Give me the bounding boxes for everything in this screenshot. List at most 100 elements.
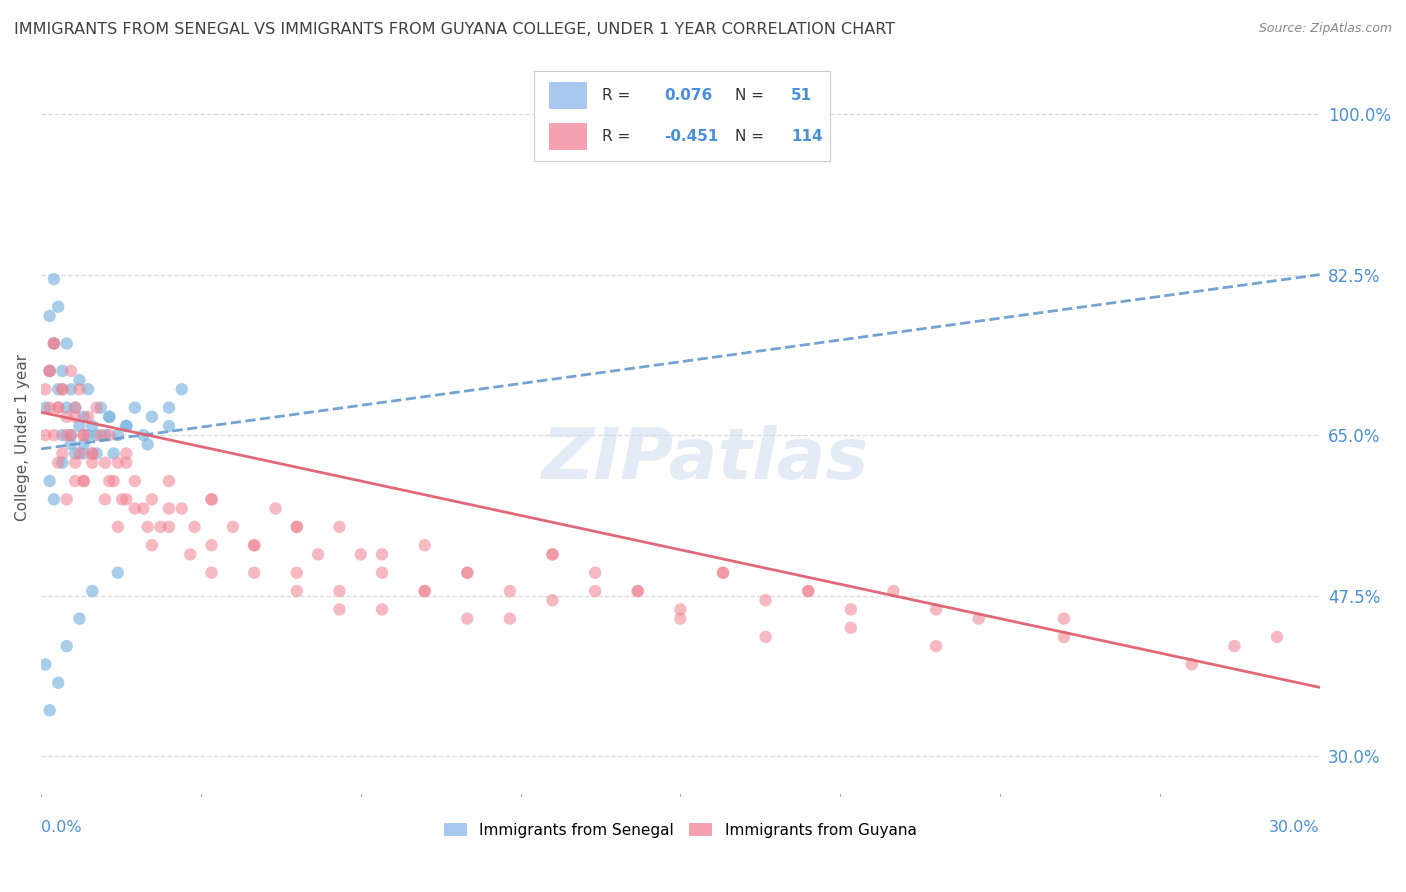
- Point: [69, 419, 91, 434]
- Point: [882, 584, 904, 599]
- Point: [711, 566, 734, 580]
- Text: -0.451: -0.451: [664, 129, 718, 144]
- Point: [55, 409, 77, 424]
- Point: [59, 437, 82, 451]
- Point: [124, 474, 146, 488]
- Point: [82, 456, 104, 470]
- Point: [755, 630, 778, 644]
- Point: [46, 300, 69, 314]
- Point: [63, 409, 86, 424]
- Point: [200, 492, 222, 507]
- Point: [839, 602, 862, 616]
- Point: [38, 401, 60, 415]
- Point: [82, 446, 104, 460]
- Point: [328, 602, 350, 616]
- Point: [73, 428, 96, 442]
- Point: [82, 419, 104, 434]
- Point: [627, 584, 650, 599]
- Point: [243, 538, 266, 552]
- Point: [797, 584, 820, 599]
- Point: [1053, 611, 1076, 625]
- Text: 0.076: 0.076: [664, 88, 713, 103]
- Point: [157, 419, 180, 434]
- Point: [46, 382, 69, 396]
- Point: [755, 593, 778, 607]
- Point: [541, 548, 564, 562]
- Point: [328, 584, 350, 599]
- Text: N =: N =: [735, 129, 769, 144]
- Point: [141, 492, 163, 507]
- Point: [371, 602, 394, 616]
- Point: [46, 456, 69, 470]
- Point: [94, 456, 117, 470]
- Point: [157, 401, 180, 415]
- Point: [59, 428, 82, 442]
- Text: N =: N =: [735, 88, 769, 103]
- Point: [55, 336, 77, 351]
- Text: R =: R =: [602, 88, 636, 103]
- Point: [63, 401, 86, 415]
- Point: [183, 520, 205, 534]
- Point: [285, 520, 308, 534]
- Point: [413, 538, 436, 552]
- Point: [55, 492, 77, 507]
- Point: [98, 474, 121, 488]
- Point: [1053, 630, 1076, 644]
- Point: [73, 474, 96, 488]
- Point: [243, 566, 266, 580]
- Point: [51, 364, 73, 378]
- Point: [86, 446, 108, 460]
- Point: [627, 584, 650, 599]
- Point: [669, 611, 692, 625]
- Point: [63, 446, 86, 460]
- Point: [115, 419, 138, 434]
- Point: [86, 401, 108, 415]
- Text: 0.0%: 0.0%: [41, 821, 82, 836]
- Point: [124, 501, 146, 516]
- Point: [170, 501, 193, 516]
- Point: [499, 611, 522, 625]
- Point: [34, 657, 56, 672]
- Point: [115, 419, 138, 434]
- Point: [51, 446, 73, 460]
- Point: [55, 639, 77, 653]
- Point: [107, 566, 129, 580]
- Point: [59, 428, 82, 442]
- Point: [94, 492, 117, 507]
- Text: ZIPatlas: ZIPatlas: [543, 425, 870, 493]
- Point: [583, 566, 606, 580]
- Point: [38, 703, 60, 717]
- Point: [98, 409, 121, 424]
- Point: [107, 456, 129, 470]
- Point: [69, 446, 91, 460]
- Point: [69, 611, 91, 625]
- Point: [82, 446, 104, 460]
- Point: [307, 548, 329, 562]
- Point: [157, 520, 180, 534]
- Point: [55, 401, 77, 415]
- Point: [115, 456, 138, 470]
- Point: [124, 401, 146, 415]
- Point: [669, 602, 692, 616]
- Point: [103, 446, 125, 460]
- Point: [59, 364, 82, 378]
- Point: [38, 364, 60, 378]
- Point: [69, 382, 91, 396]
- Point: [541, 548, 564, 562]
- Point: [86, 428, 108, 442]
- Point: [73, 474, 96, 488]
- Point: [42, 336, 65, 351]
- Point: [38, 474, 60, 488]
- Point: [285, 566, 308, 580]
- Text: R =: R =: [602, 129, 636, 144]
- Point: [1181, 657, 1204, 672]
- Point: [328, 520, 350, 534]
- Point: [456, 566, 478, 580]
- Point: [38, 364, 60, 378]
- Point: [371, 548, 394, 562]
- Point: [170, 382, 193, 396]
- Point: [38, 364, 60, 378]
- Point: [42, 428, 65, 442]
- Point: [157, 501, 180, 516]
- FancyBboxPatch shape: [548, 123, 588, 150]
